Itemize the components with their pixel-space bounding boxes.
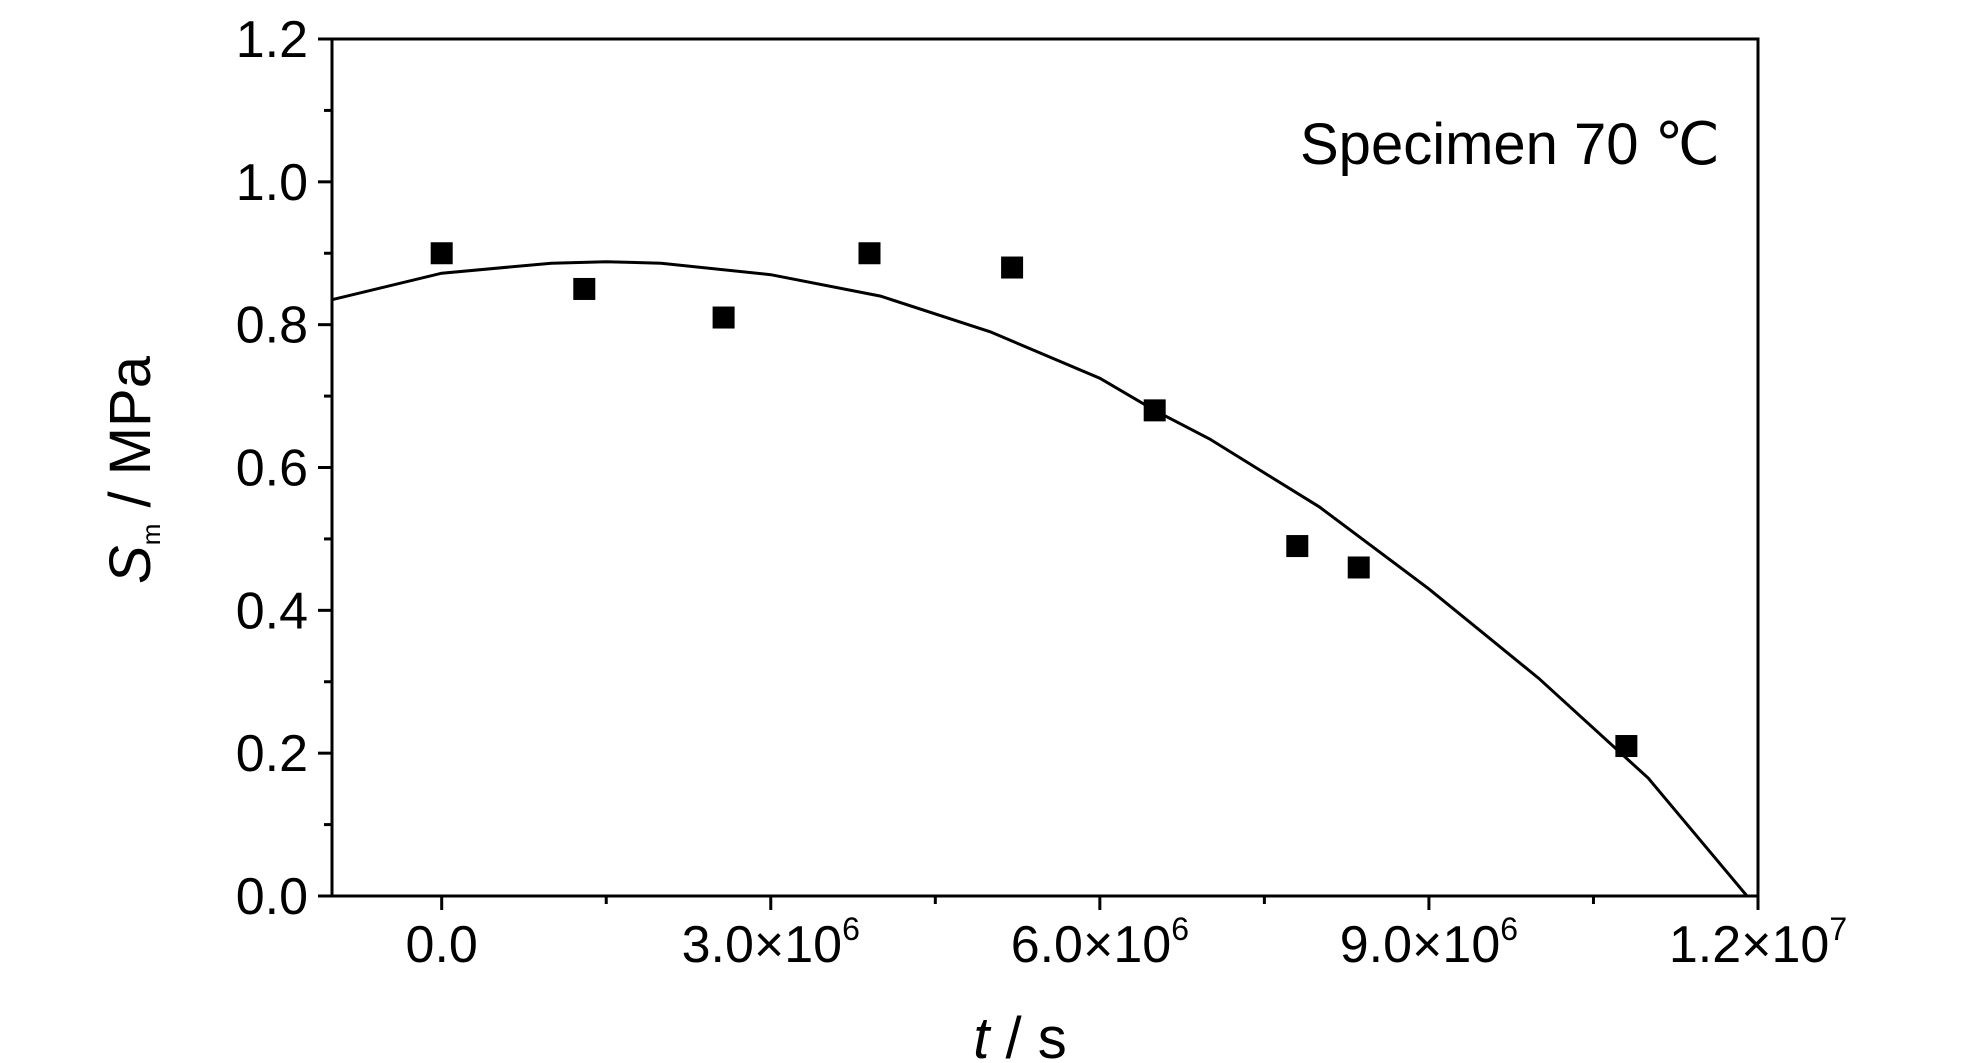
x-tick-label: 0.0 [406,916,478,974]
y-tick-label: 0.4 [236,582,308,640]
y-tick-label: 0.8 [236,297,308,355]
x-tick-label: 3.0×106 [682,911,860,974]
x-tick-label: 6.0×106 [1011,911,1189,974]
data-point [1286,535,1309,558]
data-point [858,242,881,265]
y-tick-label: 0.6 [236,440,308,498]
data-point [1143,399,1166,422]
data-point [712,306,735,329]
x-tick-label: 1.2×107 [1669,911,1847,974]
y-tick-label: 1.0 [236,154,308,212]
annotation: Specimen 70 ℃ [1300,112,1720,177]
fit-curve [331,260,1749,897]
y-tick-label: 1.2 [236,11,308,69]
x-tick-label: 9.0×106 [1340,911,1518,974]
x-axis-title: t / s [973,1006,1066,1063]
y-axis-title: Sm / MPa [98,355,166,584]
data-points [430,242,1638,758]
data-point [573,277,596,300]
data-point [1347,556,1370,579]
data-point [1001,256,1024,279]
data-point [1615,735,1638,758]
data-point [430,242,453,265]
y-tick-label: 0.2 [236,725,308,783]
tick-labels: 0.0 0.2 0.4 0.6 0.8 1.0 1.2 0.0 3.0×106 6.0×106 9.… [236,11,1847,974]
y-tick-label: 0.0 [236,868,308,926]
ticks [318,37,1760,910]
